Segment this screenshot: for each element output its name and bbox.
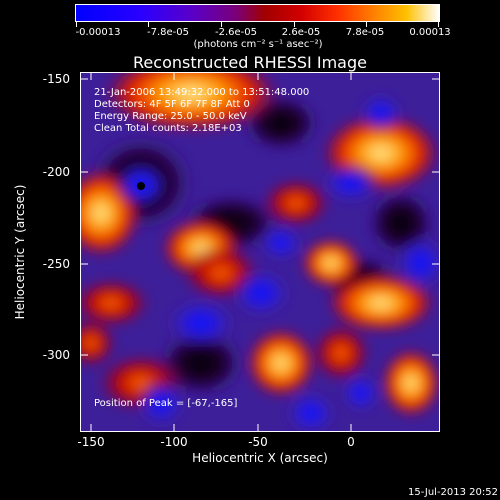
colorbar [75,4,440,22]
x-tick-label: -50 [248,435,268,449]
colorbar-tick [366,22,367,27]
annotation-total-counts: Clean Total counts: 2.18E+03 [94,123,242,134]
y-tick-label: -300 [42,348,70,362]
colorbar-units-label: (photons cm⁻² s⁻¹ asec⁻²) [193,39,323,50]
colorbar-tick-label: 2.6e-05 [281,27,321,38]
annotation-detectors: Detectors: 4F 5F 6F 7F 8F Att 0 [94,99,250,110]
colorbar-tick-label: -0.00013 [75,27,121,38]
y-tick-label: -250 [42,257,70,271]
image-title: Reconstructed RHESSI Image [133,53,367,72]
colorbar-tick-label: -7.8e-05 [147,27,189,38]
annotation-peak-position: Position of Peak = [-67,-165] [94,398,238,409]
x-axis-label: Heliocentric X (arcsec) [192,451,328,465]
colorbar-tick-label: -2.6e-05 [215,27,257,38]
colorbar-tick [438,22,439,27]
x-tick-label: -100 [160,435,188,449]
rhessi-image-plot: 21-Jan-2006 13:49:32.000 to 13:51:48.000… [80,72,440,432]
annotation-time-range: 21-Jan-2006 13:49:32.000 to 13:51:48.000 [94,87,310,98]
colorbar-tick [76,22,77,27]
colorbar-tick-label: 0.00013 [409,27,451,38]
y-axis-label: Heliocentric Y (arcsec) [13,184,27,320]
colorbar-tick [221,22,222,27]
annotation-energy-range: Energy Range: 25.0 - 50.0 keV [94,111,247,122]
colorbar-tick [294,22,295,27]
x-tick-label: -150 [77,435,105,449]
intensity-map [81,73,439,431]
x-tick-label: 0 [347,435,355,449]
y-tick-label: -200 [42,165,70,179]
y-tick-label: -150 [42,72,70,86]
colorbar-tick [148,22,149,27]
render-timestamp: 15-Jul-2013 20:52 [407,487,498,498]
colorbar-tick-label: 7.8e-05 [345,27,385,38]
minimum-marker [137,182,145,190]
